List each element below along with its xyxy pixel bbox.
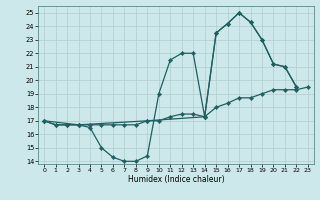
X-axis label: Humidex (Indice chaleur): Humidex (Indice chaleur) [128, 175, 224, 184]
